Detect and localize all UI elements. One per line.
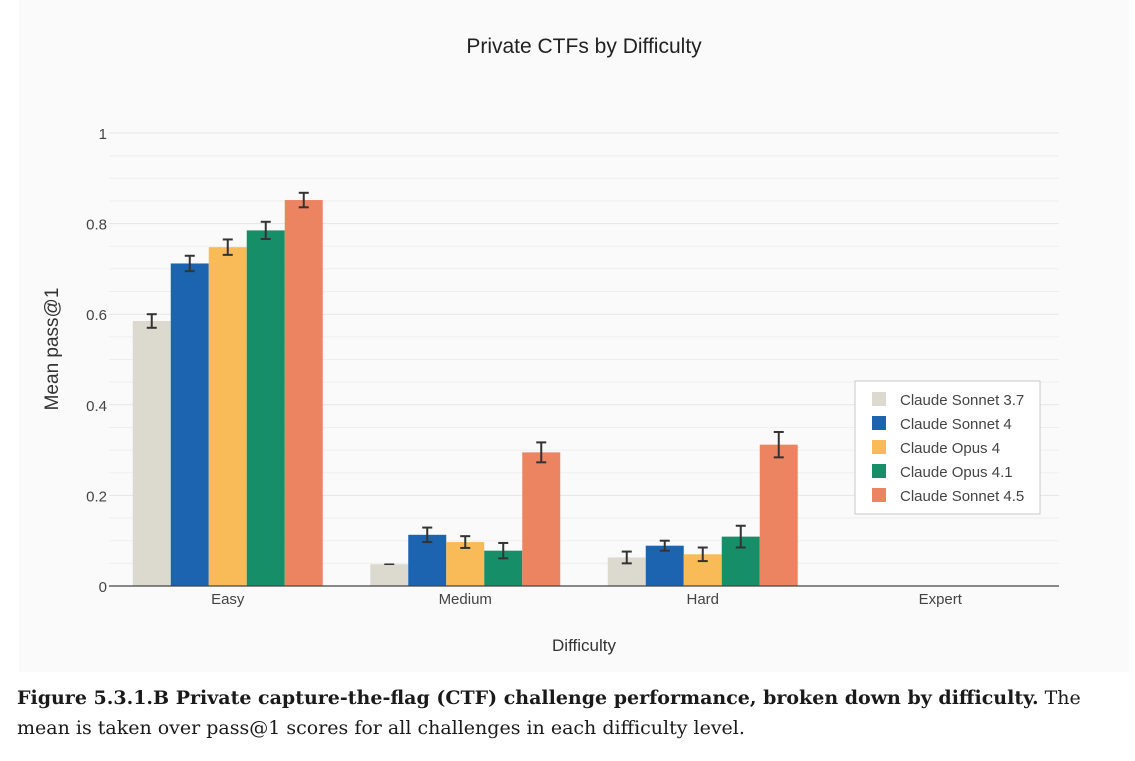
bar <box>208 247 247 586</box>
bar <box>446 542 485 586</box>
bar <box>370 564 409 586</box>
bar <box>522 452 561 586</box>
chart-title: Private CTFs by Difficulty <box>466 35 702 58</box>
bar <box>408 534 447 586</box>
caption-bold: Figure 5.3.1.B Private capture-the-flag … <box>17 687 1039 709</box>
y-tick-label: 0 <box>99 579 107 596</box>
y-axis-label: Mean pass@1 <box>42 288 63 411</box>
figure-caption: Figure 5.3.1.B Private capture-the-flag … <box>17 683 1122 743</box>
y-tick-label: 0.2 <box>86 488 107 505</box>
legend: Claude Sonnet 3.7 Claude Sonnet 4 Claude O… <box>854 380 1041 515</box>
legend-label: Claude Opus 4.1 <box>900 464 1013 481</box>
caption-text: The mean is taken over pass@1 scores for… <box>17 687 1081 739</box>
legend-label: Claude Sonnet 4.5 <box>900 488 1024 505</box>
y-tick-label: 0.4 <box>86 398 107 415</box>
x-tick-label: Expert <box>919 591 963 608</box>
y-tick-label: 0.8 <box>86 217 107 234</box>
legend-label: Claude Sonnet 3.7 <box>900 392 1024 409</box>
legend-label: Claude Opus 4 <box>900 440 1000 457</box>
legend-swatch <box>872 464 886 478</box>
legend-swatch <box>872 416 886 430</box>
y-tick-label: 0.6 <box>86 307 107 324</box>
x-tick-label: Medium <box>439 591 492 608</box>
bar-chart: 0 0.2 0.4 0.6 0.8 1 Easy Medium Hard Expert Priva… <box>42 35 1059 655</box>
chart-figure: 0 0.2 0.4 0.6 0.8 1 Easy Medium Hard Expert Priva… <box>19 0 1129 672</box>
axes: 0 0.2 0.4 0.6 0.8 1 Easy Medium Hard Expert <box>86 126 1059 608</box>
bar <box>284 200 323 586</box>
legend-swatch <box>872 440 886 454</box>
bar <box>132 320 171 586</box>
x-tick-label: Easy <box>211 591 245 608</box>
bar <box>645 545 684 586</box>
legend-swatch <box>872 488 886 502</box>
legend-label: Claude Sonnet 4 <box>900 416 1012 433</box>
y-tick-label: 1 <box>99 126 107 143</box>
legend-swatch <box>872 392 886 406</box>
bar <box>759 444 798 586</box>
x-tick-label: Hard <box>686 591 719 608</box>
bar <box>246 230 285 586</box>
bars <box>132 191 1025 587</box>
bar <box>170 263 209 586</box>
x-axis-label: Difficulty <box>552 636 616 655</box>
